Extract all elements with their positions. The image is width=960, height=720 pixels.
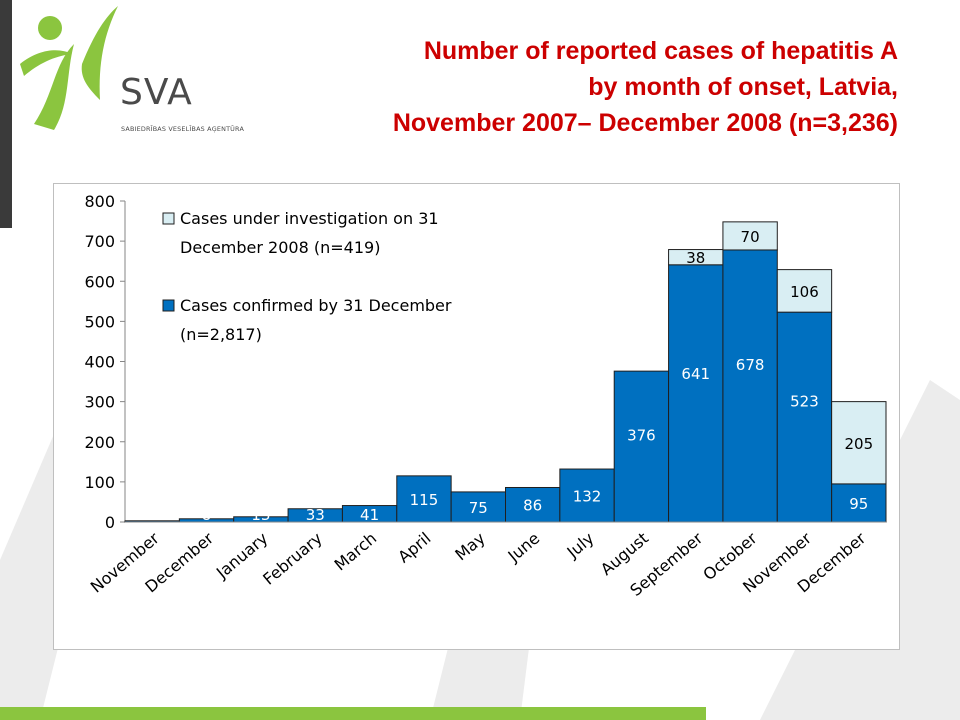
- y-tick-label: 300: [84, 393, 115, 412]
- data-label-confirmed: 8: [202, 506, 212, 524]
- bar-under-investigation: [831, 401, 887, 485]
- legend-label: Cases confirmed by 31 December: [180, 296, 452, 315]
- title-line-2: by month of onset, Latvia,: [588, 73, 898, 101]
- legend-label: (n=2,817): [180, 325, 262, 344]
- logo-wordmark: SVA: [120, 72, 193, 113]
- y-tick-label: 400: [84, 353, 115, 372]
- data-label-investigation: 106: [790, 283, 819, 301]
- x-category-label: July: [563, 529, 598, 563]
- sva-logo-figure-icon: [20, 6, 118, 130]
- bar-confirmed: [613, 370, 670, 523]
- bar-confirmed: [505, 486, 561, 523]
- sva-logo: SVA SABIEDRĪBAS VESELĪBAS AĢENTŪRA: [14, 4, 244, 144]
- page-title: Number of reported cases of hepatitis A …: [393, 33, 898, 141]
- data-label-confirmed: 13: [251, 506, 270, 524]
- legend-label: December 2008 (n=419): [180, 238, 380, 257]
- x-category-label: June: [504, 529, 544, 567]
- data-label-confirmed: 132: [573, 488, 602, 506]
- y-tick-label: 100: [84, 473, 115, 492]
- legend-label: Cases under investigation on 31: [180, 209, 439, 228]
- bar-confirmed: [668, 264, 724, 523]
- y-tick-label: 600: [84, 272, 115, 291]
- bar-confirmed: [831, 483, 887, 523]
- x-category-label: February: [259, 529, 326, 589]
- bar-confirmed: [396, 475, 452, 523]
- data-label-confirmed: 523: [790, 392, 819, 410]
- data-label-confirmed: 376: [627, 426, 656, 444]
- legend-swatch: [162, 299, 175, 312]
- y-tick-label: 800: [84, 192, 115, 211]
- left-accent-bar: [0, 0, 12, 228]
- bar-confirmed: [722, 249, 778, 523]
- logo-subtitle: SABIEDRĪBAS VESELĪBAS AĢENTŪRA: [121, 125, 245, 133]
- y-tick-label: 700: [84, 232, 115, 251]
- bar-under-investigation: [722, 221, 778, 251]
- data-label-confirmed: 115: [410, 491, 439, 509]
- title-line-3: November 2007– December 2008 (n=3,236): [392, 109, 898, 137]
- x-category-label: March: [331, 529, 381, 575]
- stacked-bar-chart: 0100200300400500600700800November8Decemb…: [84, 192, 887, 600]
- bar-confirmed: [559, 468, 615, 523]
- y-tick-label: 200: [84, 433, 115, 452]
- bar-confirmed: [776, 311, 833, 523]
- data-label-confirmed: 75: [469, 499, 488, 517]
- data-label-confirmed: 95: [849, 495, 868, 513]
- data-label-confirmed: 641: [681, 365, 710, 383]
- bar-under-investigation: [776, 269, 833, 313]
- data-label-confirmed: 678: [736, 356, 765, 374]
- title-line-1: Number of reported cases of hepatitis A: [423, 37, 898, 65]
- data-label-confirmed: 41: [360, 506, 379, 524]
- data-label-investigation: 38: [686, 249, 705, 267]
- x-category-label: May: [451, 529, 489, 565]
- y-tick-label: 500: [84, 312, 115, 331]
- data-label-investigation: 70: [741, 228, 760, 246]
- data-label-confirmed: 86: [523, 497, 542, 515]
- data-label-confirmed: 33: [306, 506, 325, 524]
- data-label-investigation: 205: [845, 435, 874, 453]
- y-tick-label: 0: [105, 513, 115, 532]
- x-category-label: April: [394, 529, 434, 567]
- legend-swatch: [162, 212, 175, 225]
- bottom-accent-bar: [0, 707, 706, 720]
